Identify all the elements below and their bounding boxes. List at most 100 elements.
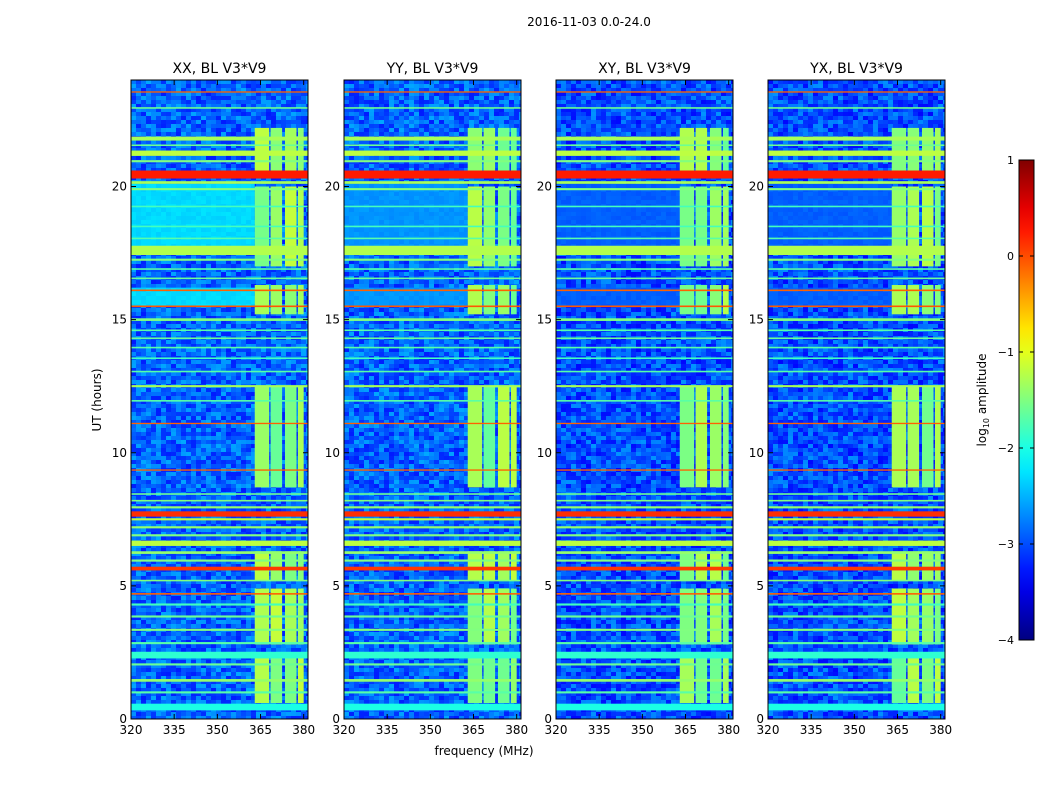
y-tick-label: 0 xyxy=(544,712,552,726)
rfi-column-block xyxy=(679,127,695,171)
rfi-line xyxy=(768,499,945,502)
figure-suptitle: 2016-11-03 0.0-24.0 xyxy=(527,15,651,29)
rfi-line xyxy=(344,469,521,471)
rfi-line xyxy=(768,277,945,280)
lowband-emission xyxy=(344,183,468,251)
rfi-column-block xyxy=(254,551,270,581)
rfi-line xyxy=(768,305,945,308)
rfi-line xyxy=(556,566,733,571)
rfi-line xyxy=(768,679,945,682)
rfi-column-block xyxy=(284,551,297,581)
x-tick-label: 380 xyxy=(505,723,528,737)
rfi-line xyxy=(556,603,733,606)
rfi-line xyxy=(556,181,733,184)
rfi-line xyxy=(131,551,308,554)
colorbar-tick-label: −3 xyxy=(998,538,1014,551)
rfi-line xyxy=(768,642,945,645)
rfi-line xyxy=(344,400,521,402)
x-tick-label: 380 xyxy=(929,723,952,737)
rfi-line xyxy=(768,559,945,562)
rfi-line xyxy=(131,469,308,471)
rfi-line xyxy=(344,603,521,606)
rfi-column-block xyxy=(722,127,729,171)
rfi-line xyxy=(131,526,308,529)
rfi-line xyxy=(344,593,521,595)
rfi-line xyxy=(556,651,733,659)
x-tick-label: 365 xyxy=(674,723,697,737)
rfi-line xyxy=(131,628,308,631)
rfi-line xyxy=(768,385,945,388)
rfi-line xyxy=(556,318,733,321)
rfi-line xyxy=(768,181,945,184)
rfi-line xyxy=(768,651,945,659)
rfi-line xyxy=(768,422,945,425)
rfi-line xyxy=(556,245,733,256)
rfi-column-block xyxy=(254,386,270,488)
y-tick-label: 20 xyxy=(112,180,127,194)
rfi-line xyxy=(768,615,945,618)
heatmap-cells xyxy=(556,80,733,719)
rfi-line xyxy=(344,493,521,495)
rfi-line xyxy=(556,691,733,694)
rfi-line xyxy=(131,506,308,509)
rfi-line xyxy=(131,107,308,109)
rfi-column-block xyxy=(483,551,496,581)
x-tick-label: 365 xyxy=(462,723,485,737)
y-tick-label: 20 xyxy=(749,180,764,194)
rfi-line xyxy=(768,170,945,179)
rfi-line xyxy=(344,703,521,711)
rfi-line xyxy=(131,136,308,141)
y-tick-label: 20 xyxy=(325,180,340,194)
rfi-line xyxy=(344,107,521,109)
rfi-line xyxy=(556,551,733,554)
rfi-column-block xyxy=(891,551,907,581)
x-tick-label: 335 xyxy=(800,723,823,737)
y-tick-label: 5 xyxy=(544,579,552,593)
x-tick-label: 380 xyxy=(292,723,315,737)
rfi-line xyxy=(131,268,308,270)
rfi-line xyxy=(131,540,308,546)
rfi-line xyxy=(768,400,945,402)
rfi-line xyxy=(768,518,945,521)
rfi-line xyxy=(131,91,308,93)
rfi-line xyxy=(344,237,521,240)
rfi-column-block xyxy=(695,127,708,171)
rfi-line xyxy=(556,579,733,582)
rfi-column-block xyxy=(722,386,729,488)
y-axis-label: UT (hours) xyxy=(90,368,104,431)
rfi-column-block xyxy=(270,285,283,315)
rfi-column-block xyxy=(709,285,722,315)
rfi-line xyxy=(344,615,521,618)
rfi-column-block xyxy=(891,285,907,315)
rfi-line xyxy=(344,136,521,141)
rfi-line xyxy=(556,422,733,425)
x-tick-label: 380 xyxy=(717,723,740,737)
panel-frame xyxy=(343,79,522,720)
rfi-column-block xyxy=(921,386,934,488)
rfi-column-block xyxy=(891,386,907,488)
x-tick-label: 335 xyxy=(163,723,186,737)
rfi-line xyxy=(556,593,733,595)
rfi-line xyxy=(131,188,308,191)
rfi-line xyxy=(131,318,308,321)
rfi-line xyxy=(768,318,945,321)
rfi-line xyxy=(131,170,308,179)
rfi-line xyxy=(768,506,945,509)
y-tick-label: 0 xyxy=(332,712,340,726)
rfi-column-block xyxy=(284,386,297,488)
panel-title: XX, BL V3*V9 xyxy=(173,61,267,77)
rfi-line xyxy=(131,305,308,308)
x-tick-label: 350 xyxy=(843,723,866,737)
rfi-column-block xyxy=(254,127,270,171)
rfi-line xyxy=(131,289,308,292)
rfi-line xyxy=(556,511,733,517)
heatmap-cells xyxy=(131,80,308,719)
y-tick-label: 10 xyxy=(112,446,127,460)
heatmap-cells xyxy=(768,80,945,719)
lowband-emission xyxy=(768,287,892,307)
rfi-line xyxy=(344,277,521,280)
rfi-line xyxy=(768,337,945,340)
rfi-line xyxy=(131,566,308,571)
lowband-emission xyxy=(131,183,255,251)
rfi-line xyxy=(556,346,733,349)
